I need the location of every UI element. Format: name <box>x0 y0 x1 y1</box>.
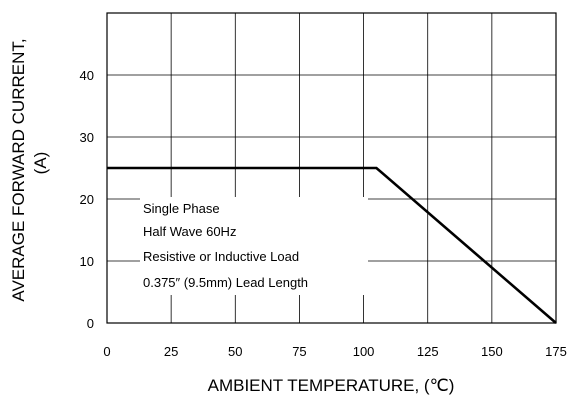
annotation-line: Half Wave 60Hz <box>143 224 236 239</box>
series-group <box>107 166 557 324</box>
y-tick-label: 10 <box>80 254 94 269</box>
x-tick-label: 175 <box>545 344 567 359</box>
y-tick-label: 30 <box>80 130 94 145</box>
annotation-text: Single Phase Half Wave 60Hz Resistive or I… <box>143 201 308 290</box>
x-tick-labels: 0 25 50 75 100 125 150 175 <box>103 344 566 359</box>
y-axis-label-line2: (A) <box>31 152 50 175</box>
annotation-line: Resistive or Inductive Load <box>143 249 299 264</box>
x-tick-label: 75 <box>292 344 306 359</box>
x-axis-label: AMBIENT TEMPERATURE, (℃) <box>208 376 455 395</box>
y-tick-labels: 0 10 20 30 40 <box>80 68 94 331</box>
x-tick-label: 150 <box>481 344 503 359</box>
series-line-0 <box>107 166 557 324</box>
y-axis-label-group: AVERAGE FORWARD CURRENT, (A) <box>9 38 50 301</box>
y-tick-label: 40 <box>80 68 94 83</box>
annotation-box <box>140 197 368 295</box>
x-tick-label: 0 <box>103 344 110 359</box>
x-tick-label: 25 <box>164 344 178 359</box>
annotation-line: 0.375″ (9.5mm) Lead Length <box>143 275 308 290</box>
y-tick-label: 0 <box>87 316 94 331</box>
x-tick-label: 100 <box>353 344 375 359</box>
y-tick-label: 20 <box>80 192 94 207</box>
y-axis-label-line1: AVERAGE FORWARD CURRENT, <box>9 38 28 301</box>
x-tick-label: 50 <box>228 344 242 359</box>
annotation-line: Single Phase <box>143 201 220 216</box>
x-tick-label: 125 <box>417 344 439 359</box>
